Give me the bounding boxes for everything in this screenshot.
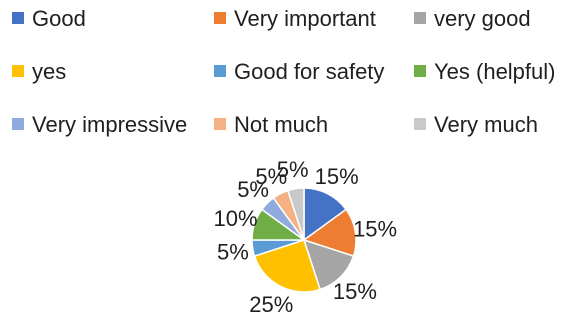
legend-swatch-yes [12,65,24,77]
pie-data-labels: 15%15%15%25%5%10%5%5%5% [213,157,397,317]
data-label-not-much: 5% [255,164,287,189]
pie-slices [251,187,357,293]
legend-item-very-much: Very much [414,112,538,137]
legend-item-very-impressive: Very impressive [12,112,187,137]
legend-label-yes: yes [32,59,66,84]
legend-swatch-very-good [414,12,426,24]
legend-item-yes-helpful: Yes (helpful) [414,59,555,84]
legend: Good Very important very good yes Good for s… [12,6,555,137]
legend-item-yes: yes [12,59,66,84]
data-label-good-for-safety: 5% [217,239,249,264]
data-label-very-much: 5% [277,157,309,182]
legend-item-very-good: very good [414,6,531,31]
legend-swatch-yes-helpful [414,65,426,77]
data-label-yes-helpful: 10% [213,206,257,231]
data-label-very-good: 15% [333,279,377,304]
legend-swatch-good [12,12,24,24]
pie-slice-very-much [286,187,305,241]
legend-label-very-important: Very important [234,6,376,31]
data-label-yes: 25% [249,292,293,317]
legend-swatch-very-much [414,118,426,130]
legend-swatch-very-important [214,12,226,24]
legend-label-good: Good [32,6,86,31]
legend-label-very-much: Very much [434,112,538,137]
legend-item-not-much: Not much [214,112,328,137]
pie-slice-good [303,187,348,242]
data-label-very-important: 15% [353,217,397,242]
pie-slice-very-important [302,208,357,258]
legend-item-very-important: Very important [214,6,376,31]
data-label-good: 15% [315,164,359,189]
legend-swatch-not-much [214,118,226,130]
legend-label-very-good: very good [434,6,531,31]
legend-label-not-much: Not much [234,112,328,137]
legend-item-good-for-safety: Good for safety [214,59,384,84]
legend-swatch-good-for-safety [214,65,226,77]
data-label-very-impressive: 5% [237,177,269,202]
legend-label-yes-helpful: Yes (helpful) [434,59,555,84]
legend-label-very-impressive: Very impressive [32,112,187,137]
legend-item-good: Good [12,6,86,31]
pie-slice-yes [253,239,322,293]
legend-label-good-for-safety: Good for safety [234,59,384,84]
legend-swatch-very-impressive [12,118,24,130]
